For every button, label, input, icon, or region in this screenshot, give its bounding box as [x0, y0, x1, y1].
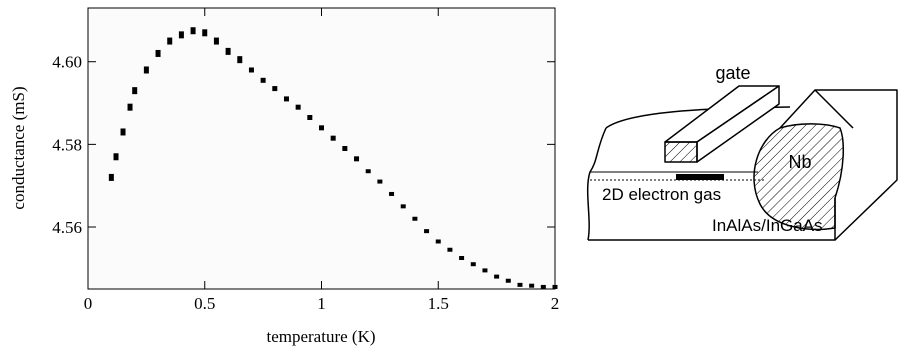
data-point	[540, 284, 546, 289]
data-point	[377, 179, 383, 184]
data-point	[319, 125, 324, 131]
data-point	[552, 284, 558, 289]
data-point	[272, 86, 278, 92]
data-point	[143, 66, 149, 74]
data-point	[505, 278, 511, 283]
gate-front-face	[664, 141, 698, 163]
data-point	[365, 169, 371, 174]
data-point	[190, 27, 196, 35]
x-tick-label: 0	[84, 294, 93, 313]
y-axis-label: conductance (mS)	[9, 86, 28, 209]
plot-area	[87, 7, 556, 290]
data-point	[132, 87, 138, 95]
data-point	[354, 156, 360, 162]
data-point	[494, 274, 500, 279]
data-point	[155, 49, 161, 57]
data-point	[470, 262, 476, 267]
device-schematic	[586, 85, 898, 241]
data-point	[447, 247, 453, 252]
nb-label: Nb	[788, 152, 811, 172]
data-point	[482, 268, 488, 273]
gate-label: gate	[715, 63, 750, 83]
data-point	[435, 239, 441, 244]
y-tick-label: 4.58	[52, 135, 82, 154]
x-axis-label: temperature (K)	[266, 327, 375, 346]
data-point	[113, 153, 119, 161]
data-point	[108, 173, 114, 181]
data-point	[178, 31, 184, 39]
data-point	[529, 283, 535, 288]
data-point	[517, 282, 523, 287]
x-tick-label: 1.5	[428, 294, 449, 313]
data-series	[108, 27, 558, 289]
data-point	[330, 135, 336, 141]
data-point	[424, 229, 430, 234]
substrate-left-edge	[586, 127, 607, 241]
data-point	[237, 56, 243, 64]
y-tick-label: 4.60	[52, 53, 82, 72]
data-point	[342, 146, 348, 151]
data-point	[295, 104, 301, 110]
data-point	[213, 37, 219, 45]
data-point	[167, 37, 173, 45]
conductance-chart: 0 0.5 1 1.5 2 4.56 4.58 4.60 temperature (K) c…	[9, 7, 560, 346]
x-tick-label: 0.5	[194, 294, 215, 313]
data-point	[283, 96, 289, 102]
x-tick-label: 1	[317, 294, 326, 313]
data-point	[412, 216, 418, 221]
x-tick-label: 2	[551, 294, 560, 313]
data-point	[248, 67, 254, 73]
data-point	[202, 29, 208, 37]
data-point	[307, 115, 313, 121]
substrate-label: InAlAs/InGaAs	[712, 216, 823, 235]
electron-gas-region	[676, 174, 724, 180]
nb-cross-section	[753, 123, 845, 231]
data-point	[400, 204, 406, 209]
data-point	[225, 47, 231, 55]
electron-gas-label: 2D electron gas	[602, 185, 721, 204]
x-axis: 0 0.5 1 1.5 2	[84, 8, 560, 313]
substrate-side-face	[834, 135, 898, 241]
nb-ridge-top	[779, 89, 898, 135]
y-axis: 4.56 4.58 4.60	[52, 53, 555, 237]
nb-ridge-edge	[814, 89, 854, 129]
data-point	[127, 103, 133, 111]
data-point	[389, 191, 395, 196]
data-point	[260, 77, 266, 83]
y-tick-label: 4.56	[52, 218, 82, 237]
data-point	[459, 256, 465, 261]
data-point	[120, 128, 126, 136]
